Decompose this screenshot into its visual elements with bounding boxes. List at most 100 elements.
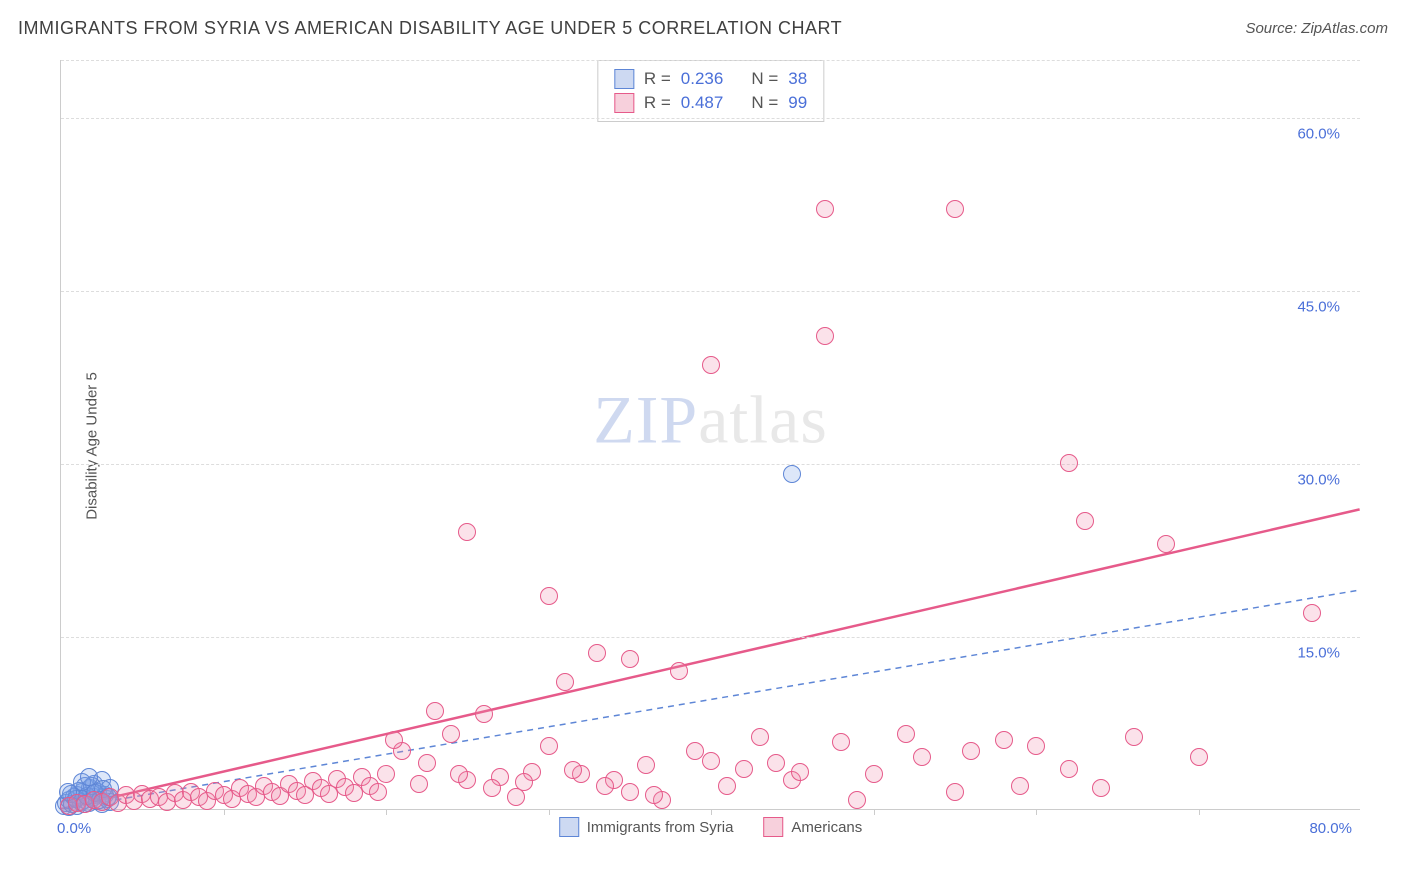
point-series2 [564, 761, 582, 779]
point-series2 [540, 587, 558, 605]
point-series2 [369, 783, 387, 801]
legend-label-series1: Immigrants from Syria [587, 819, 734, 836]
point-series2 [735, 760, 753, 778]
x-tick-mark [1199, 809, 1200, 815]
stats-legend-box: R = 0.236 N = 38 R = 0.487 N = 99 [597, 60, 824, 122]
point-series2 [1157, 535, 1175, 553]
point-series2 [767, 754, 785, 772]
point-series2 [410, 775, 428, 793]
point-series2 [540, 737, 558, 755]
y-tick-label: 60.0% [1297, 125, 1352, 142]
point-series2 [621, 650, 639, 668]
trend-lines [61, 60, 1360, 809]
point-series2 [458, 523, 476, 541]
origin-label: 0.0% [57, 820, 91, 837]
x-tick-mark [1036, 809, 1037, 815]
stats-row-series2: R = 0.487 N = 99 [614, 91, 807, 115]
x-tick-mark [874, 809, 875, 815]
legend-item-series1: Immigrants from Syria [559, 817, 734, 837]
point-series2 [1027, 737, 1045, 755]
point-series2 [832, 733, 850, 751]
point-series1 [783, 465, 801, 483]
x-tick-mark [711, 809, 712, 815]
x-tick-mark [224, 809, 225, 815]
chart-header: IMMIGRANTS FROM SYRIA VS AMERICAN DISABI… [18, 18, 1388, 39]
stats-row-series1: R = 0.236 N = 38 [614, 67, 807, 91]
point-series2 [995, 731, 1013, 749]
y-tick-label: 15.0% [1297, 644, 1352, 661]
gridline-h [61, 291, 1360, 292]
x-tick-mark [386, 809, 387, 815]
scatter-plot: ZIPatlas R = 0.236 N = 38 R = 0.487 N = … [60, 60, 1360, 810]
point-series1 [80, 768, 98, 786]
x-max-label: 80.0% [1309, 820, 1352, 837]
point-series2 [1011, 777, 1029, 795]
chart-title: IMMIGRANTS FROM SYRIA VS AMERICAN DISABI… [18, 18, 842, 39]
point-series2 [645, 786, 663, 804]
y-tick-label: 45.0% [1297, 298, 1352, 315]
point-series2 [1125, 728, 1143, 746]
n-value-series2: 99 [788, 93, 807, 113]
point-series2 [450, 765, 468, 783]
point-series2 [816, 200, 834, 218]
point-series2 [442, 725, 460, 743]
point-series2 [385, 731, 403, 749]
point-series2 [588, 644, 606, 662]
point-series2 [483, 779, 501, 797]
point-series2 [702, 752, 720, 770]
point-series2 [1060, 760, 1078, 778]
point-series2 [913, 748, 931, 766]
r-value-series2: 0.487 [681, 93, 724, 113]
swatch-series2 [614, 93, 634, 113]
point-series2 [816, 327, 834, 345]
point-series2 [1060, 454, 1078, 472]
gridline-h [61, 118, 1360, 119]
chart-source: Source: ZipAtlas.com [1245, 20, 1388, 37]
swatch-series1 [614, 69, 634, 89]
point-series2 [1303, 604, 1321, 622]
point-series2 [946, 783, 964, 801]
legend-label-series2: Americans [791, 819, 862, 836]
n-label: N = [751, 69, 778, 89]
r-label: R = [644, 69, 671, 89]
gridline-h [61, 60, 1360, 61]
point-series2 [686, 742, 704, 760]
n-value-series1: 38 [788, 69, 807, 89]
point-series2 [475, 705, 493, 723]
swatch-series2-icon [763, 817, 783, 837]
point-series2 [621, 783, 639, 801]
point-series2 [897, 725, 915, 743]
bottom-legend: Immigrants from Syria Americans [559, 817, 863, 837]
point-series2 [1076, 512, 1094, 530]
point-series2 [946, 200, 964, 218]
point-series2 [1190, 748, 1208, 766]
r-value-series1: 0.236 [681, 69, 724, 89]
point-series2 [702, 356, 720, 374]
point-series2 [865, 765, 883, 783]
legend-item-series2: Americans [763, 817, 862, 837]
point-series2 [751, 728, 769, 746]
watermark-atlas: atlas [698, 381, 828, 457]
r-label: R = [644, 93, 671, 113]
watermark-zip: ZIP [593, 381, 698, 457]
point-series2 [426, 702, 444, 720]
point-series2 [418, 754, 436, 772]
point-series2 [791, 763, 809, 781]
point-series2 [637, 756, 655, 774]
y-tick-label: 30.0% [1297, 471, 1352, 488]
trend-line [61, 590, 1359, 809]
point-series2 [1092, 779, 1110, 797]
gridline-h [61, 637, 1360, 638]
point-series2 [556, 673, 574, 691]
gridline-h [61, 464, 1360, 465]
x-tick-mark [549, 809, 550, 815]
point-series2 [848, 791, 866, 809]
point-series2 [962, 742, 980, 760]
point-series2 [670, 662, 688, 680]
point-series2 [596, 777, 614, 795]
watermark: ZIPatlas [593, 380, 828, 459]
n-label: N = [751, 93, 778, 113]
point-series2 [515, 773, 533, 791]
point-series2 [377, 765, 395, 783]
point-series2 [718, 777, 736, 795]
